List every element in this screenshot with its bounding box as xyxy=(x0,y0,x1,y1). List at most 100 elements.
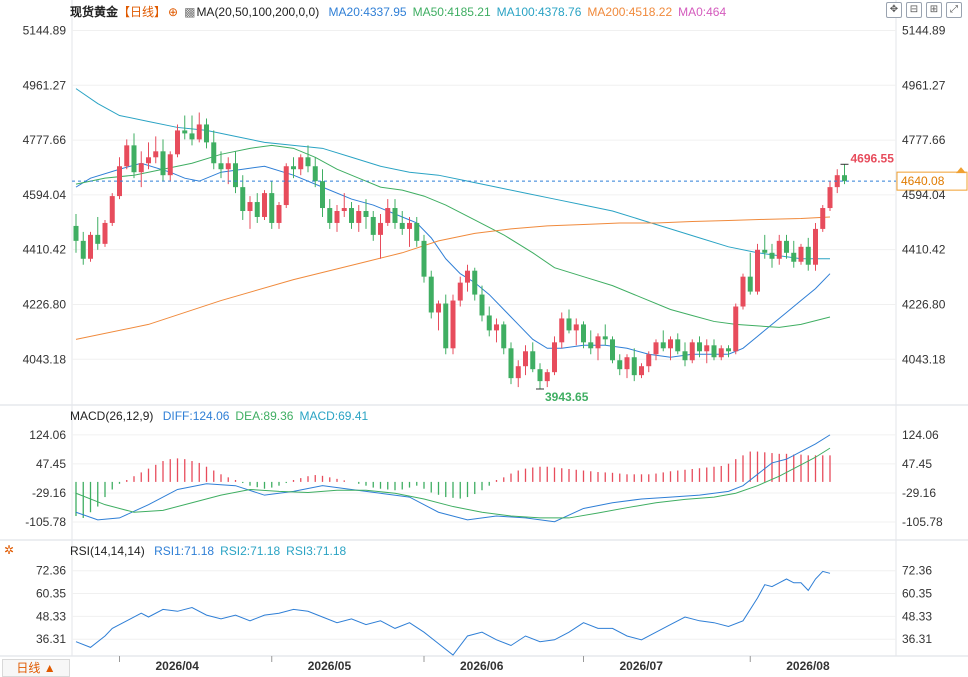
candle-body xyxy=(269,193,275,223)
rsi-tick-right: 36.31 xyxy=(902,632,932,646)
candle-body xyxy=(414,222,420,241)
zoom-out-icon[interactable]: ⊟ xyxy=(906,2,922,18)
candle-body xyxy=(813,228,818,265)
rsi-value-1: RSI2:71.18 xyxy=(220,544,281,558)
candle-body xyxy=(820,208,826,229)
move-icon[interactable]: ✥ xyxy=(886,2,902,18)
maximize-icon[interactable]: ⤢ xyxy=(946,2,962,18)
last-price-label: 4640.08 xyxy=(901,174,945,188)
candle-body xyxy=(443,303,449,349)
price-tick-right: 4594.04 xyxy=(902,188,946,202)
price-tick-right: 5144.89 xyxy=(902,23,946,37)
candle-body xyxy=(595,336,601,349)
candle-body xyxy=(501,324,507,349)
candle-body xyxy=(588,342,594,349)
macd-tick-left: 47.45 xyxy=(36,457,66,471)
rsi-value-2: RSI3:71.18 xyxy=(286,544,347,558)
price-tick-left: 4961.27 xyxy=(23,78,67,92)
candle-body xyxy=(421,240,427,277)
candle-body xyxy=(523,351,528,367)
series-rsi xyxy=(75,570,831,656)
period-tab[interactable]: 日线 ▲ xyxy=(2,659,70,677)
candle-body xyxy=(247,202,253,212)
candle-body xyxy=(682,351,688,361)
rsi-value-0: RSI1:71.18 xyxy=(154,544,215,558)
candle-body xyxy=(602,336,608,340)
ma-value-3: MA200:4518.22 xyxy=(587,5,673,19)
ma-value-1: MA50:4185.21 xyxy=(412,5,491,19)
candle-body xyxy=(320,181,325,209)
candle-body xyxy=(465,270,470,283)
candle-body xyxy=(610,339,615,361)
macd-tick-right: -29.16 xyxy=(902,486,936,500)
candle-body xyxy=(334,211,340,223)
candle-body xyxy=(704,345,710,352)
candle-body xyxy=(450,300,456,349)
candle-body xyxy=(718,348,724,358)
candle-body xyxy=(631,357,637,376)
series-ma100 xyxy=(75,88,830,260)
candle-body xyxy=(233,163,238,188)
series-ma20 xyxy=(75,162,831,358)
rsi-settings-icon[interactable]: ✲ xyxy=(4,543,15,557)
period-label[interactable]: 【日线】 xyxy=(118,5,167,19)
candle-body xyxy=(653,342,659,355)
candle-body xyxy=(711,345,717,358)
series-ma200 xyxy=(75,216,831,340)
candle-body xyxy=(298,157,304,170)
price-arrow-icon xyxy=(956,167,966,174)
candle-body xyxy=(283,166,289,206)
candle-body xyxy=(153,151,159,158)
axes: 5144.89 5144.89 4961.27 4961.27 4777.66 4777.… xyxy=(23,23,946,673)
rsi-tick-left: 36.31 xyxy=(36,632,66,646)
candle-body xyxy=(363,211,369,217)
last-price-box xyxy=(896,171,968,191)
candle-body xyxy=(740,276,746,307)
candle-body xyxy=(639,366,644,376)
candle-body xyxy=(175,130,180,155)
candle-body xyxy=(515,366,521,379)
macd-value-0: DIFF:124.06 xyxy=(162,409,230,423)
candle-body xyxy=(646,354,652,367)
candle-body xyxy=(791,252,797,262)
series-dea xyxy=(75,447,831,519)
candle-body xyxy=(544,372,550,382)
candle-body xyxy=(827,187,833,209)
ma-value-4: MA0:464 xyxy=(678,5,727,19)
candle-body xyxy=(167,154,173,176)
candle-body xyxy=(240,187,246,212)
x-tick-label: 2026/07 xyxy=(620,659,664,673)
ma-value-0: MA20:4337.95 xyxy=(328,5,407,19)
candle-body xyxy=(689,342,695,361)
price-tick-left: 4410.42 xyxy=(23,243,67,257)
candle-body xyxy=(160,151,166,176)
price-tick-left: 5144.89 xyxy=(23,23,67,37)
rsi-tick-left: 72.36 xyxy=(36,564,66,578)
candle-body xyxy=(508,348,514,379)
candle-body xyxy=(457,282,463,301)
candle-body xyxy=(102,222,108,244)
price-tick-right: 4961.27 xyxy=(902,78,946,92)
macd-panel xyxy=(75,434,831,523)
candle-body xyxy=(784,240,789,253)
candle-body xyxy=(581,324,586,343)
candle-body xyxy=(146,157,151,164)
candle-body xyxy=(762,249,768,253)
macd-tick-left: -29.16 xyxy=(32,486,66,500)
price-tick-left: 4777.66 xyxy=(23,133,67,147)
candle-body xyxy=(211,142,217,164)
macd-tick-right: -105.78 xyxy=(902,515,943,529)
candle-body xyxy=(138,163,144,173)
price-tick-left: 4594.04 xyxy=(23,188,67,202)
candle-body xyxy=(109,196,115,223)
candle-body xyxy=(80,240,86,259)
rsi-tick-right: 72.36 xyxy=(902,564,932,578)
candle-body xyxy=(291,166,296,170)
main-legend: 现货黄金【日线】 ⊕ ▩MA(20,50,100,200,0,0) MA20:433… xyxy=(70,4,738,20)
price-tick-left: 4226.80 xyxy=(23,297,67,311)
candle-body xyxy=(392,208,398,223)
zoom-in-icon[interactable]: ⊞ xyxy=(926,2,942,18)
candle-body xyxy=(798,246,804,262)
settings-icon[interactable]: ⊕ xyxy=(168,5,179,19)
